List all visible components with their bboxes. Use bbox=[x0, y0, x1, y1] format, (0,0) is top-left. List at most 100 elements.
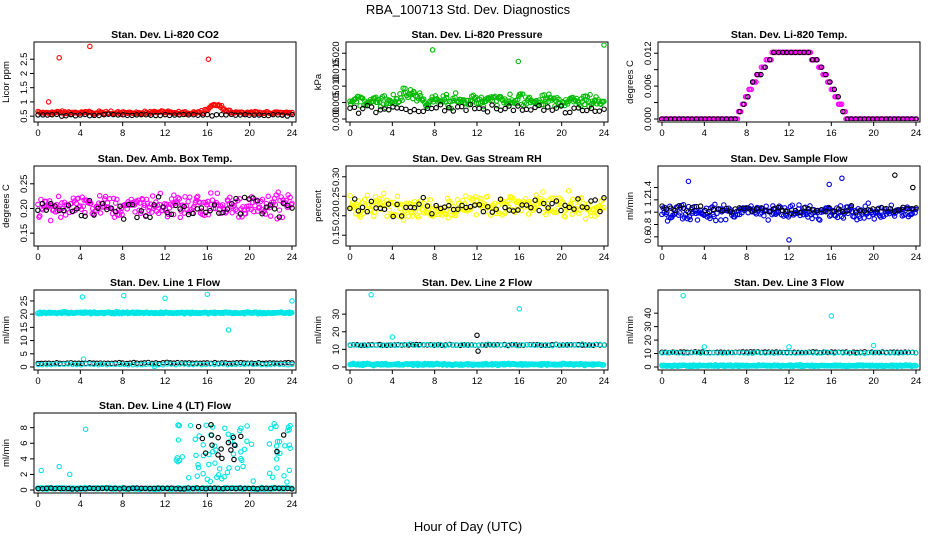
data-point bbox=[887, 205, 894, 212]
data-point bbox=[211, 443, 218, 449]
data-point bbox=[181, 203, 187, 210]
data-point bbox=[825, 349, 831, 356]
data-point bbox=[87, 43, 93, 50]
data-point bbox=[505, 204, 512, 210]
data-point bbox=[797, 209, 803, 216]
data-point bbox=[435, 341, 442, 348]
data-point bbox=[283, 197, 289, 204]
data-point bbox=[831, 86, 838, 93]
data-point bbox=[120, 216, 127, 222]
panel-title: Stan. Dev. Line 4 (LT) Flow bbox=[99, 400, 232, 412]
panel-title: Stan. Dev. Li-820 CO2 bbox=[111, 29, 219, 41]
x-tick-label: 4 bbox=[702, 376, 707, 387]
panel-frame bbox=[33, 412, 297, 494]
data-point bbox=[347, 192, 353, 199]
data-point bbox=[284, 202, 291, 209]
data-point bbox=[770, 206, 777, 212]
x-tick-label: 16 bbox=[514, 128, 525, 139]
data-point bbox=[870, 342, 877, 349]
data-point bbox=[680, 292, 686, 299]
data-point bbox=[205, 56, 212, 62]
x-tick-label: 0 bbox=[35, 499, 40, 510]
data-point bbox=[537, 196, 544, 202]
data-point bbox=[813, 208, 820, 214]
data-point bbox=[789, 202, 796, 208]
data-point bbox=[43, 207, 50, 213]
data-point bbox=[476, 105, 482, 112]
x-tick-label: 0 bbox=[659, 128, 664, 139]
data-point bbox=[373, 109, 379, 116]
data-point bbox=[35, 201, 41, 208]
data-point bbox=[52, 203, 58, 209]
panel-y-label: ml/min bbox=[1, 439, 12, 467]
data-point bbox=[584, 204, 590, 211]
x-tick-label: 12 bbox=[160, 252, 171, 263]
y-tick-label: 0.6 bbox=[643, 230, 654, 243]
data-point bbox=[912, 349, 919, 356]
data-point bbox=[259, 196, 266, 203]
data-point bbox=[195, 461, 201, 468]
data-point bbox=[53, 111, 60, 118]
data-point bbox=[233, 195, 239, 202]
data-point bbox=[250, 195, 256, 201]
series-1 bbox=[659, 49, 919, 121]
data-point bbox=[489, 209, 496, 215]
data-point bbox=[219, 455, 225, 462]
data-point bbox=[381, 93, 388, 99]
data-point bbox=[550, 195, 556, 201]
data-point bbox=[497, 196, 504, 202]
data-point bbox=[238, 433, 244, 440]
data-point bbox=[223, 112, 229, 118]
data-point bbox=[271, 206, 278, 212]
data-point bbox=[506, 103, 512, 109]
data-point bbox=[429, 211, 435, 217]
data-point bbox=[394, 193, 401, 200]
data-point bbox=[826, 213, 833, 219]
data-point bbox=[553, 105, 560, 111]
x-tick-label: 4 bbox=[78, 499, 83, 510]
data-point bbox=[224, 469, 231, 476]
data-point bbox=[474, 332, 480, 339]
data-point bbox=[501, 210, 508, 217]
x-tick-label: 12 bbox=[472, 128, 483, 139]
data-point bbox=[697, 203, 704, 209]
data-point bbox=[287, 194, 293, 201]
y-tick-label: 0.000 bbox=[643, 107, 654, 131]
x-tick-label: 24 bbox=[911, 128, 922, 139]
data-point bbox=[244, 438, 250, 445]
data-point bbox=[553, 195, 559, 202]
data-point bbox=[254, 198, 261, 204]
y-tick-label: 30 bbox=[643, 321, 654, 332]
data-point bbox=[144, 200, 151, 207]
data-point bbox=[732, 116, 738, 121]
data-point bbox=[397, 201, 404, 208]
data-point bbox=[180, 202, 186, 209]
data-point bbox=[147, 214, 153, 221]
data-point bbox=[411, 90, 418, 96]
data-point bbox=[543, 98, 549, 105]
x-tick-label: 8 bbox=[744, 376, 749, 387]
data-point bbox=[420, 96, 427, 102]
data-point bbox=[792, 207, 799, 214]
plot-area bbox=[347, 292, 607, 369]
plot-area bbox=[347, 188, 607, 223]
data-point bbox=[417, 198, 424, 204]
data-point bbox=[480, 208, 487, 215]
data-point bbox=[347, 105, 353, 111]
data-point bbox=[429, 47, 436, 53]
data-point bbox=[168, 211, 175, 218]
data-point bbox=[566, 204, 573, 211]
data-point bbox=[463, 107, 469, 114]
data-point bbox=[562, 110, 569, 116]
data-point bbox=[799, 349, 805, 356]
data-point bbox=[227, 194, 233, 201]
x-tick-label: 20 bbox=[244, 499, 255, 510]
data-point bbox=[515, 207, 521, 213]
data-point bbox=[359, 204, 366, 211]
data-point bbox=[706, 209, 713, 215]
x-tick-label: 24 bbox=[287, 128, 298, 139]
data-point bbox=[482, 209, 489, 215]
data-point bbox=[193, 452, 199, 459]
x-tick-label: 8 bbox=[120, 252, 125, 263]
data-point bbox=[722, 216, 729, 223]
